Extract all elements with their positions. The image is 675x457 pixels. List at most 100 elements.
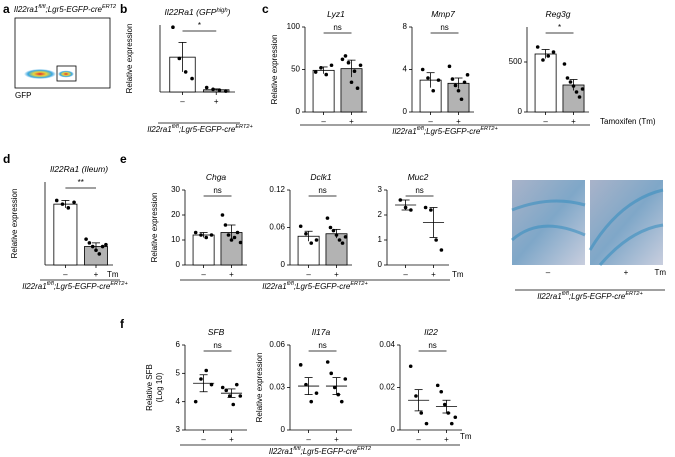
genotype-part: ;Lgr5-EGFP-cre	[424, 127, 481, 136]
y-tick-label: 0	[296, 107, 301, 116]
data-point	[177, 56, 182, 61]
panel-letter: c	[262, 2, 269, 16]
chart-title: Chga	[206, 172, 227, 182]
data-point	[234, 382, 239, 387]
data-point	[238, 240, 243, 245]
y-tick-label: 2	[378, 210, 383, 219]
y-tick-label: 1	[378, 235, 383, 244]
data-point	[199, 233, 203, 237]
x-tick-label: –	[416, 435, 421, 444]
data-point	[409, 208, 413, 212]
y-tick-label: 30	[171, 185, 180, 194]
data-point	[72, 200, 76, 205]
chart-title-part: Dclk1	[310, 172, 332, 182]
x-tick-label: –	[306, 270, 311, 279]
y-tick-label: 0	[378, 260, 383, 269]
data-point	[398, 198, 403, 202]
genotype: Il22ra1fl/fl;Lgr5-EGFP-creERT2+	[392, 126, 498, 136]
data-point	[462, 80, 467, 85]
panel-letter: f	[120, 317, 125, 331]
genotype-part: ;Lgr5-EGFP-cre	[300, 447, 357, 456]
data-point	[298, 363, 303, 367]
genotype: Il22ra1fl/fl;Lgr5-EGFP-creERT2	[269, 446, 372, 456]
chart-title: Mmp7	[431, 9, 455, 19]
chart-title-part: Il17a	[312, 327, 331, 337]
y-tick-label: 100	[287, 22, 301, 31]
y-tick-label: 20	[171, 210, 180, 219]
x-tick-label: +	[214, 97, 219, 106]
data-point	[211, 87, 215, 92]
x-tick-label: –	[543, 117, 548, 126]
data-point	[340, 57, 345, 62]
data-point	[309, 241, 314, 245]
genotype-part: Il22ra1	[147, 125, 171, 134]
genotype-part: ERT2+	[625, 291, 643, 297]
data-point	[231, 402, 236, 407]
data-point	[220, 385, 225, 390]
genotype-part: ;Lgr5-EGFP-cre	[569, 292, 626, 301]
y-tick-label: 10	[171, 235, 180, 244]
significance-label: ns	[318, 186, 326, 195]
significance-label: ns	[415, 186, 423, 195]
data-point	[329, 63, 334, 68]
data-point	[309, 399, 314, 404]
data-point	[431, 88, 436, 93]
data-point	[304, 382, 308, 387]
data-point	[358, 63, 363, 68]
data-point	[349, 80, 354, 85]
data-point	[193, 230, 198, 235]
genotype-part: fl/fl	[47, 281, 55, 287]
genotype-part: fl/fl	[287, 281, 295, 287]
x-tick-label: +	[431, 270, 436, 279]
significance-label: ns	[213, 341, 221, 350]
treatment-label: Tm	[107, 270, 119, 279]
data-point	[403, 205, 408, 210]
data-point	[104, 242, 108, 247]
data-point	[332, 385, 337, 390]
genotype-part: ;Lgr5-EGFP-cre	[179, 125, 236, 134]
data-point	[223, 223, 228, 227]
data-point	[190, 76, 194, 81]
data-point	[450, 77, 455, 81]
y-tick-label: 3	[378, 185, 383, 194]
genotype-part: Il22ra1	[262, 282, 286, 291]
x-tick-label: –	[428, 117, 433, 126]
data-point	[314, 238, 319, 242]
data-point	[465, 73, 470, 77]
bar	[325, 233, 348, 266]
data-point	[434, 238, 438, 242]
histology-image	[512, 180, 585, 265]
panel-letter: a	[3, 2, 10, 16]
flow-population	[24, 69, 56, 79]
y-tick-label: 0.06	[269, 223, 285, 232]
data-point	[224, 388, 229, 393]
y-tick-label: 0	[281, 425, 286, 434]
chart-title-part: Muc2	[408, 172, 429, 182]
data-point	[90, 244, 95, 249]
treatment-label: Tamoxifen (Tm)	[600, 117, 656, 126]
genotype: Il22ra1fl/fl;Lgr5-EGFP-creERT2+	[537, 291, 643, 301]
flow-plot	[14, 17, 111, 89]
data-point	[313, 70, 318, 74]
genotype-part: fl/fl	[293, 446, 301, 452]
x-tick-label: –	[201, 435, 206, 444]
y-tick-label: 0.12	[269, 185, 285, 194]
y-tick-label: 50	[291, 65, 300, 74]
data-point	[94, 248, 98, 253]
data-point	[435, 383, 440, 388]
chart-title-part: Lyz1	[327, 9, 345, 19]
y-tick-label: 0	[281, 260, 286, 269]
data-point	[535, 45, 540, 49]
significance-label: *	[198, 21, 201, 30]
data-point	[209, 382, 214, 387]
y-tick-label: 0	[403, 107, 408, 116]
genotype-part: fl/fl	[562, 291, 570, 297]
data-point	[426, 76, 430, 80]
y-tick-label: 3	[176, 425, 181, 434]
data-point	[346, 60, 351, 65]
data-point	[436, 78, 441, 82]
data-point	[337, 238, 342, 242]
genotype: Il22ra1fl/fl;Lgr5-EGFP-creERT2+	[147, 124, 253, 134]
genotype-part: ERT2+	[235, 124, 253, 130]
chart-title: Dclk1	[310, 172, 332, 182]
